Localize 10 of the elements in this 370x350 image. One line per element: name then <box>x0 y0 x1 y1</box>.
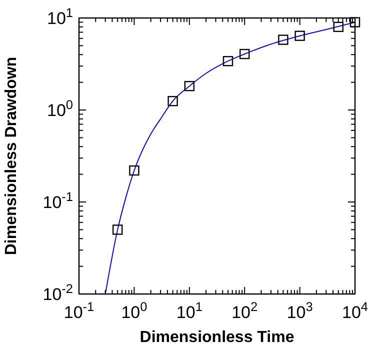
y-tick-label: 10$^{-1}$ <box>42 188 73 212</box>
x-tick-label: 10$^{3}$ <box>286 298 313 322</box>
x-axis-title: Dimensionless Time <box>140 329 294 346</box>
x-tick-label: 10$^{4}$ <box>342 298 368 322</box>
x-tick-label: 10$^{1}$ <box>176 298 202 322</box>
y-tick-label: 10$^{0}$ <box>46 96 73 120</box>
y-tick-label: 10$^{1}$ <box>46 4 73 28</box>
x-tick-label: 10$^{0}$ <box>121 298 148 322</box>
y-axis-title: Dimensionless Drawdown <box>3 56 20 256</box>
x-tick-label: 10$^{2}$ <box>232 298 258 322</box>
